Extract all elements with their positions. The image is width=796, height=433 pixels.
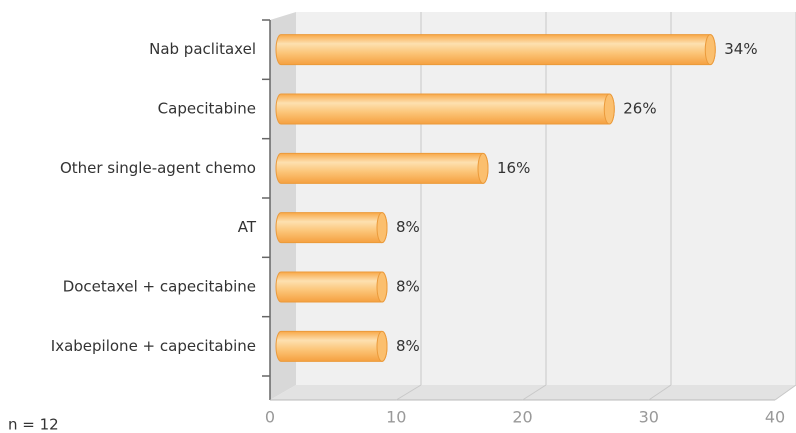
x-tick-label: 10 — [386, 408, 406, 427]
bar-cap — [704, 34, 716, 66]
bar-cap — [376, 271, 388, 303]
x-tick-label: 0 — [265, 408, 275, 427]
x-tick-label: 20 — [512, 408, 532, 427]
bar — [275, 212, 388, 244]
value-label: 8% — [396, 337, 420, 355]
y-tick-label: Other single-agent chemo — [60, 159, 256, 177]
bar-cap — [376, 330, 388, 362]
value-label: 16% — [497, 159, 530, 177]
floor — [270, 385, 796, 400]
grid-line — [774, 384, 796, 401]
y-tick-label: Ixabepilone + capecitabine — [51, 337, 256, 355]
grid-line — [522, 384, 547, 401]
value-label: 8% — [396, 278, 420, 296]
bar — [275, 34, 716, 66]
y-tick-label: Docetaxel + capecitabine — [63, 278, 256, 296]
bar — [275, 93, 615, 125]
note: n = 12 — [8, 416, 59, 433]
value-label: 8% — [396, 218, 420, 236]
bar-cap — [477, 152, 489, 184]
value-label: 34% — [724, 40, 757, 58]
y-tick-label: Nab paclitaxel — [149, 40, 256, 58]
y-tick-label: Capecitabine — [158, 100, 256, 118]
value-label: 26% — [623, 100, 656, 118]
y-tick-label: AT — [238, 218, 257, 236]
grid-line — [395, 384, 422, 401]
bar-cap — [376, 212, 388, 244]
grid-line — [648, 384, 672, 401]
x-tick-label: 40 — [765, 408, 785, 427]
bar — [275, 271, 388, 303]
bar-cap — [603, 93, 615, 125]
bar — [275, 152, 489, 184]
bar — [275, 330, 388, 362]
x-tick-label: 30 — [639, 408, 659, 427]
